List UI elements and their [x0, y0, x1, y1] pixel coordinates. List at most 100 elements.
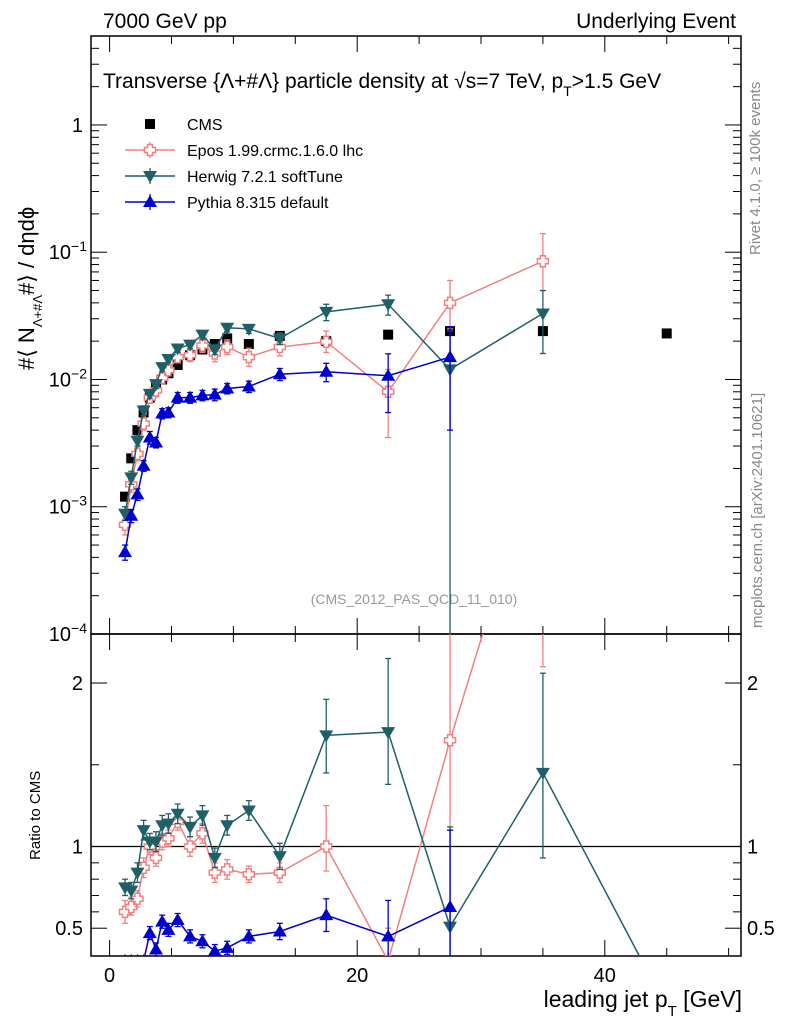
pythia-ratio-point: [272, 924, 287, 937]
cms-point: [209, 339, 220, 350]
x-axis-label-sub: T: [668, 1003, 677, 1020]
y-axis-label-pre: #⟨ N: [14, 327, 39, 370]
main-series-layer: [118, 232, 672, 634]
pythia-ratio-point: [170, 913, 185, 926]
epos-point: [536, 254, 550, 268]
legend-pythia-marker: [143, 195, 157, 207]
herwig-ratio-point: [272, 851, 287, 864]
pythia-point: [142, 430, 157, 443]
pythia-ratio-line: [143, 906, 451, 956]
epos-ratio-point: [537, 432, 548, 443]
epos-point: [220, 340, 234, 354]
epos-point: [155, 371, 169, 385]
epos-point: [319, 335, 333, 348]
pythia-ratio-point: [241, 929, 256, 942]
herwig-point: [195, 329, 210, 342]
epos-ratio-point: [183, 840, 197, 853]
epos-point: [183, 349, 197, 362]
herwig-ratio-point: [124, 885, 139, 898]
pythia-ratio-point: [142, 953, 145, 956]
epos-ratio-point: [208, 866, 222, 879]
legend-pythia-label: Pythia 8.315 default: [187, 195, 329, 212]
x-axis-label: leading jet pT [GeV]: [544, 986, 742, 1020]
epos-point: [196, 339, 209, 352]
pythia-point: [170, 390, 185, 403]
herwig-ratio-point: [220, 820, 235, 833]
pythia-point: [220, 381, 235, 394]
ratio-y-tick-label-right: 1: [747, 836, 758, 858]
y-tick-label: 10−3: [49, 493, 87, 519]
x-tick-label: 0: [104, 965, 115, 987]
epos-ratio-point: [242, 868, 256, 881]
cms-point: [126, 453, 137, 464]
epos-point: [443, 296, 457, 310]
y-axis-label: #⟨ NΛ+#Λ#⟩ / dηdϕ: [14, 207, 45, 370]
epos-ratio-point: [273, 866, 287, 879]
pythia-ratio-point: [183, 929, 198, 942]
epos-point: [131, 447, 144, 461]
ratio-y-axis-label: Ratio to CMS: [27, 771, 44, 860]
herwig-point: [207, 344, 222, 357]
epos-ratio-point: [220, 863, 234, 876]
x-axis-label-main: leading jet p: [544, 986, 668, 1012]
ratio-panel-frame: [90, 633, 742, 957]
x-axis-label-tail: [GeV]: [677, 986, 742, 1012]
legend-cms-label: CMS: [187, 117, 223, 134]
axis-ticks: 10−4 10−3 1 10−2 10−1 0 20 40 0.5 0.5 1 1 2 2: [49, 35, 775, 987]
herwig-point: [170, 343, 185, 356]
herwig-point: [535, 308, 550, 321]
herwig-point: [149, 379, 163, 392]
pythia-point: [207, 387, 222, 400]
cms-point: [120, 491, 131, 502]
pythia-ratio-point: [195, 934, 210, 947]
epos-point: [137, 417, 150, 430]
cms-point: [132, 425, 143, 436]
ratio-y-tick-label: 2: [72, 673, 83, 695]
ratio-y-tick-label: 0.5: [55, 918, 83, 940]
chart-title-main: Transverse {Λ+#Λ} particle density at √s…: [103, 70, 563, 93]
pythia-ratio-point: [207, 944, 222, 956]
y-tick-label: 10−1: [49, 238, 87, 264]
legend-epos-marker: [143, 143, 157, 157]
herwig-point: [161, 353, 176, 366]
pythia-point: [443, 350, 458, 363]
pythia-point: [136, 458, 151, 471]
herwig-ratio-point: [170, 808, 185, 821]
epos-ratio-point: [124, 900, 138, 914]
y-axis-label-sub: Λ+#Λ: [30, 295, 45, 328]
legend-cms-marker: [145, 119, 155, 129]
pythia-point: [319, 364, 334, 377]
herwig-point: [272, 333, 287, 346]
header-left: 7000 GeV pp: [103, 10, 227, 33]
pythia-point: [124, 508, 139, 521]
herwig-ratio-point: [241, 805, 256, 818]
mcplots-label: mcplots.cern.ch [arXiv:2401.10621]: [749, 393, 766, 628]
legend-herwig-marker: [143, 171, 157, 183]
chart-title-tail: >1.5 GeV: [572, 70, 661, 93]
pythia-ratio-point: [161, 922, 176, 935]
epos-ratio-point: [149, 851, 163, 865]
herwig-ratio-point: [161, 818, 176, 831]
chart-title-sub: T: [563, 83, 572, 99]
ratio-y-tick-label: 1: [72, 836, 83, 858]
pythia-ratio-point: [220, 940, 235, 953]
legend: CMS Epos 1.99.crmc.1.6.0 lhc Herwig 7.2.1 …: [125, 117, 363, 212]
pythia-ratio-point: [123, 953, 127, 956]
legend-epos-label: Epos 1.99.crmc.1.6.0 lhc: [187, 143, 363, 160]
cms-point: [222, 333, 233, 344]
pythia-point: [195, 388, 210, 401]
herwig-ratio-point: [195, 810, 210, 823]
legend-herwig-label: Herwig 7.2.1 softTune: [187, 169, 343, 186]
herwig-ratio-point: [319, 730, 334, 743]
herwig-ratio-point: [535, 767, 550, 780]
pythia-ratio-point: [319, 908, 334, 921]
ratio-y-tick-label-right: 2: [747, 673, 758, 695]
herwig-ratio-point: [149, 836, 163, 849]
pythia-ratio-point: [130, 953, 133, 956]
epos-ratio-point: [196, 827, 209, 840]
y-tick-label: 10−2: [49, 365, 87, 391]
herwig-ratio-point: [183, 821, 198, 834]
herwig-point: [183, 339, 198, 352]
pythia-point: [381, 368, 396, 381]
